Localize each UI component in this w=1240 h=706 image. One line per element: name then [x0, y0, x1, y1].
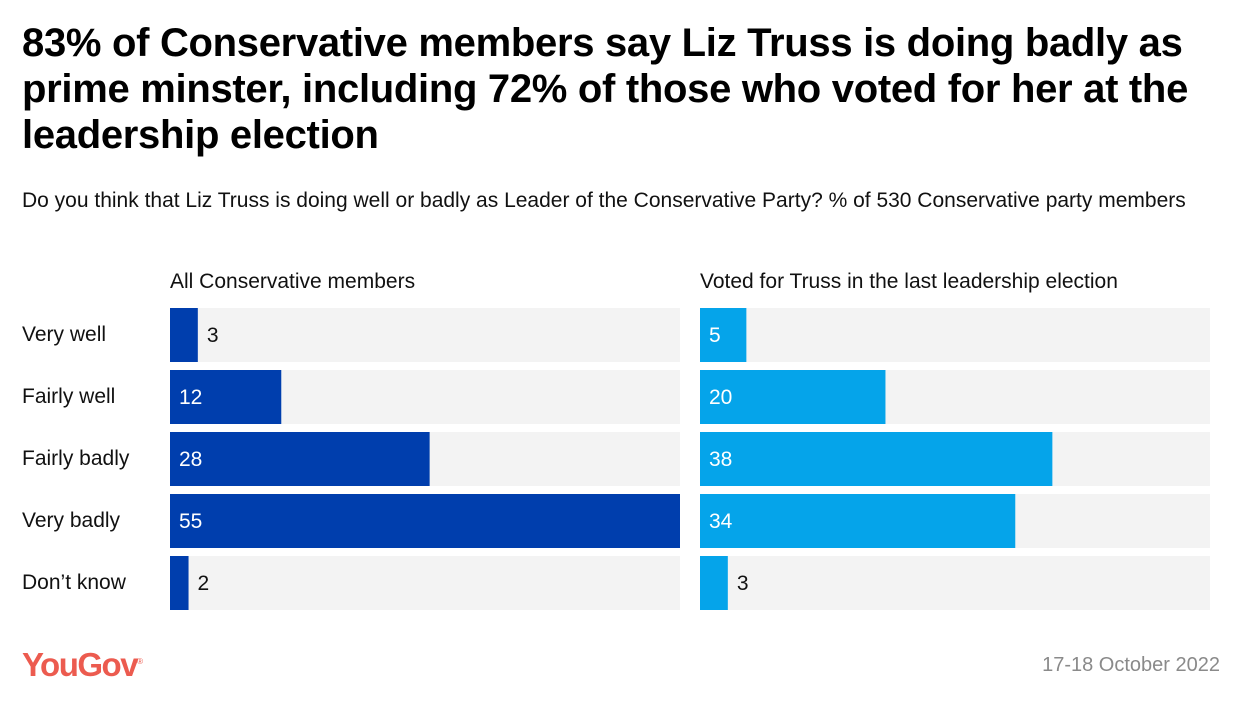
- category-label-fairly-badly: Fairly badly: [22, 447, 130, 470]
- bar-truss-voters-fairly-badly: [700, 432, 1053, 486]
- bar-all-members-dont-know: [170, 556, 189, 610]
- chart-title: 83% of Conservative members say Liz Trus…: [22, 21, 1189, 157]
- bar-all-members-fairly-well: [170, 370, 282, 424]
- bar-truss-voters-very-well: [700, 308, 747, 362]
- data-label-truss-voters-fairly-well: 20: [709, 386, 732, 409]
- category-label-very-well: Very well: [22, 323, 107, 346]
- panel-title-all-members: All Conservative members: [170, 270, 416, 293]
- bar-truss-voters-very-badly: [700, 494, 1016, 548]
- bar-track-all-members-dont-know: [170, 556, 680, 610]
- bar-truss-voters-fairly-well: [700, 370, 886, 424]
- data-label-truss-voters-dont-know: 3: [737, 572, 749, 595]
- bar-all-members-very-well: [170, 308, 198, 362]
- category-label-very-badly: Very badly: [22, 509, 121, 532]
- bar-track-truss-voters-very-well: [700, 308, 1210, 362]
- bar-all-members-fairly-badly: [170, 432, 430, 486]
- panel-title-truss-voters: Voted for Truss in the last leadership e…: [700, 270, 1118, 293]
- data-label-truss-voters-very-well: 5: [709, 324, 721, 347]
- bar-track-truss-voters-dont-know: [700, 556, 1210, 610]
- category-label-fairly-well: Fairly well: [22, 385, 116, 408]
- data-label-truss-voters-fairly-badly: 38: [709, 448, 732, 471]
- fieldwork-date: 17-18 October 2022: [1042, 654, 1220, 676]
- yougov-logo: YouGov®: [22, 646, 143, 683]
- chart-subtitle: Do you think that Liz Truss is doing wel…: [22, 189, 1186, 212]
- bar-truss-voters-dont-know: [700, 556, 728, 610]
- data-label-all-members-fairly-badly: 28: [179, 448, 202, 471]
- data-label-all-members-fairly-well: 12: [179, 386, 202, 409]
- data-label-all-members-very-badly: 55: [179, 510, 202, 533]
- data-label-all-members-very-well: 3: [207, 324, 219, 347]
- category-label-dont-know: Don’t know: [22, 571, 126, 594]
- data-label-truss-voters-very-badly: 34: [709, 510, 733, 533]
- bar-all-members-very-badly: [170, 494, 680, 548]
- data-label-all-members-dont-know: 2: [198, 572, 210, 595]
- bar-track-all-members-very-well: [170, 308, 680, 362]
